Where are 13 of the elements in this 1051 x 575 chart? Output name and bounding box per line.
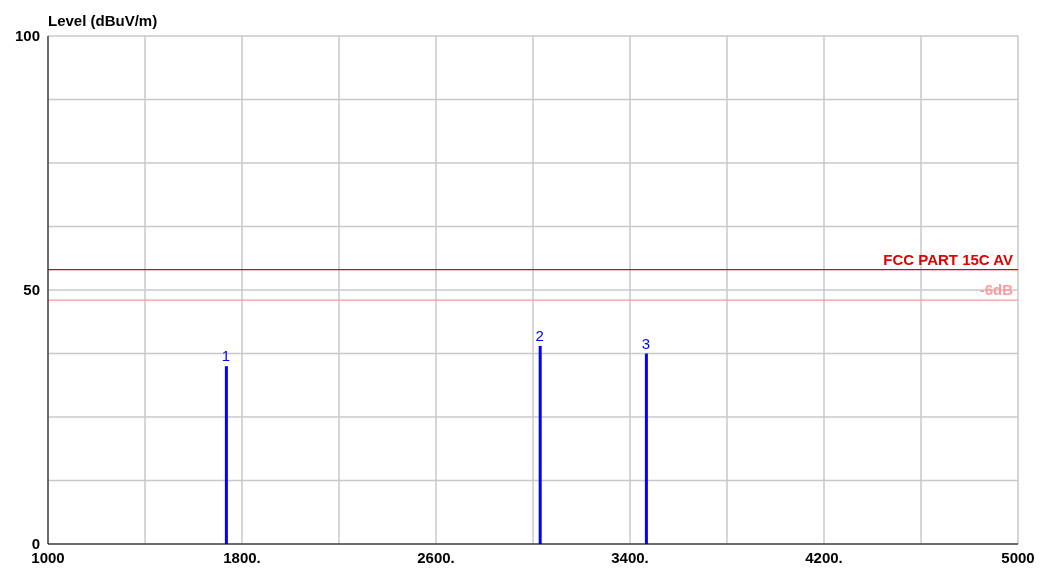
x-tick-label: 2600. [417, 548, 455, 566]
annotation: 1 [221, 347, 231, 365]
annotation: 3 [641, 334, 651, 352]
ref-line-label: -6dB [979, 281, 1014, 299]
x-tick-label: 4200. [805, 548, 843, 566]
ref-line-label: FCC PART 15C AV [883, 250, 1013, 268]
annotation: 2 [535, 326, 544, 344]
y-axis-title: Level (dBuV/m) [48, 12, 158, 29]
x-tick-label: 3400. [611, 548, 649, 566]
x-tick-label: 5000 [1001, 548, 1035, 566]
y-tick-label: 100 [14, 27, 40, 45]
x-tick-label: 1800. [223, 548, 261, 566]
y-tick-label: 50 [23, 281, 40, 299]
